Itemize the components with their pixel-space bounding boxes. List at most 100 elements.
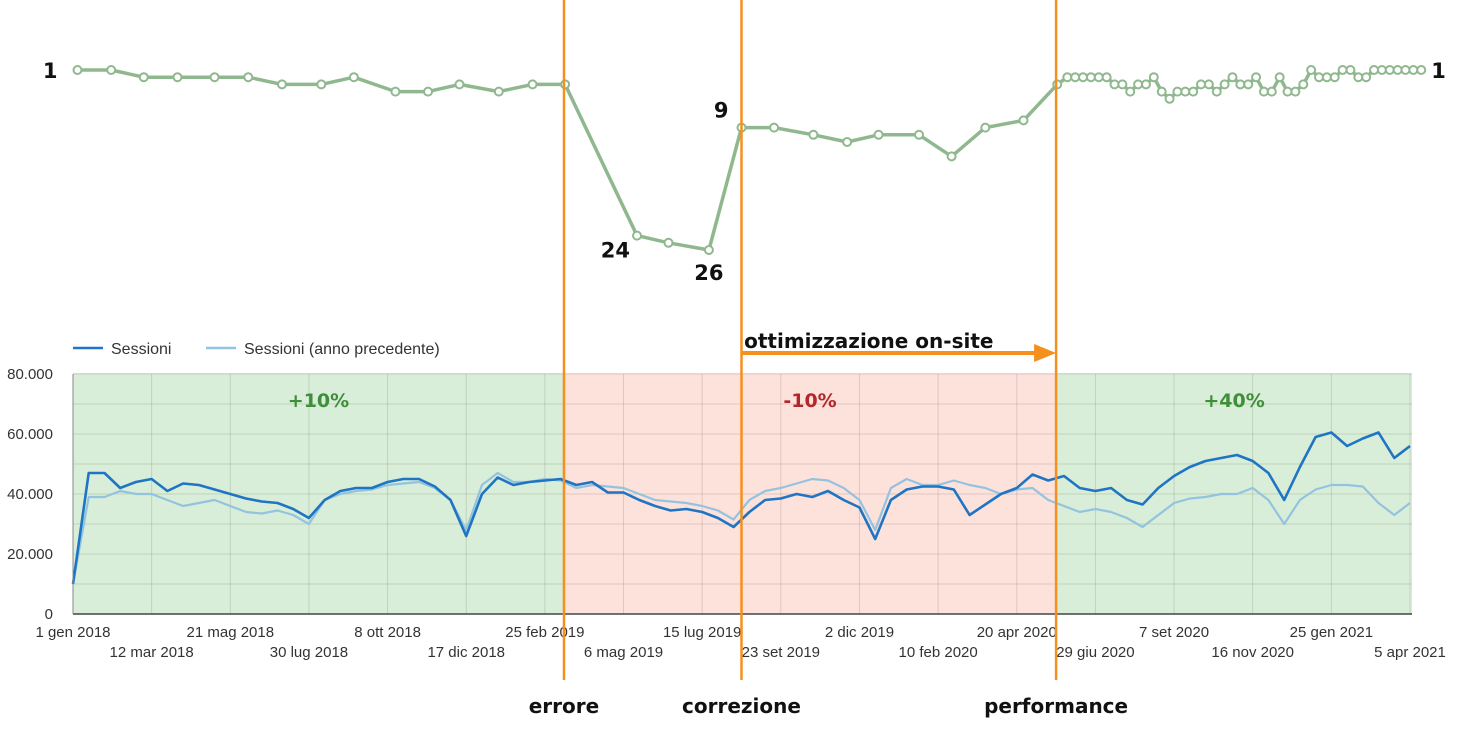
x-tick-label: 1 gen 2018 (35, 624, 110, 641)
ranking-point (663, 237, 674, 248)
ranking-point (1353, 72, 1364, 83)
ranking-point (1337, 65, 1348, 75)
x-tick-label: 12 mar 2018 (110, 644, 194, 661)
ranking-label: 24 (601, 239, 630, 263)
x-tick-label: 8 ott 2018 (354, 624, 421, 641)
ranking-point (1196, 79, 1207, 90)
x-tick-label: 15 lug 2019 (663, 624, 741, 641)
period-change-labels: +10% -10% +40% (288, 390, 1265, 412)
ranking-point (1266, 86, 1277, 97)
ranking-point (1203, 79, 1214, 90)
ranking-point (138, 72, 149, 83)
annotations: errore correzione performance ottimizzazion… (529, 0, 1128, 718)
ranking-point (243, 72, 254, 83)
ranking-point (527, 79, 538, 90)
x-tick-label: 2 dic 2019 (825, 624, 894, 641)
ranking-point (493, 86, 504, 97)
ranking-point (980, 122, 991, 133)
ranking-point (1306, 65, 1317, 75)
ranking-point (1408, 65, 1419, 75)
ranking-point (842, 137, 853, 147)
ranking-point (1093, 72, 1104, 83)
arrow-head-icon (1034, 344, 1057, 362)
ranking-point (1282, 86, 1293, 97)
x-tick-label: 16 nov 2020 (1211, 644, 1294, 661)
ranking-label: 1 (1431, 59, 1446, 83)
ranking-point (1140, 79, 1151, 90)
ranking-point (72, 65, 83, 75)
ranking-point (1258, 86, 1269, 97)
ranking-point (1133, 79, 1144, 90)
period-regions (73, 373, 1412, 614)
event-label: correzione (682, 694, 801, 718)
ranking-point (454, 79, 465, 90)
ranking-point (1274, 72, 1285, 83)
x-tick-label: 25 feb 2019 (505, 624, 584, 641)
x-tick-label: 20 apr 2020 (977, 624, 1057, 641)
ranking-point (1384, 65, 1395, 75)
ranking-point (1369, 65, 1380, 75)
ranking-point (1062, 72, 1073, 83)
legend-label: Sessioni (111, 341, 171, 358)
ranking-point (1109, 79, 1120, 90)
ranking-point (769, 122, 780, 133)
legend: Sessioni Sessioni (anno precedente) (73, 341, 440, 358)
ranking-point (1117, 79, 1128, 90)
ranking-point (1298, 79, 1309, 90)
ranking-label: 1 (43, 59, 58, 83)
ranking-point (1392, 65, 1403, 75)
ranking-label: 26 (694, 261, 723, 285)
ranking-point (703, 245, 714, 255)
ranking-point (873, 129, 884, 140)
ranking-point (106, 65, 117, 75)
ranking-point (172, 72, 183, 83)
ranking-point (946, 151, 957, 162)
ranking-point (1235, 79, 1246, 90)
y-tick-label: 80.000 (7, 366, 53, 383)
ranking-point (1180, 86, 1191, 97)
ranking-point (1416, 65, 1427, 75)
ranking-point (1125, 86, 1136, 97)
ranking-point (1321, 72, 1332, 83)
x-tick-label: 7 set 2020 (1139, 624, 1209, 641)
y-tick-label: 0 (45, 606, 53, 623)
x-tick-label: 21 mag 2018 (187, 624, 275, 641)
ranking-point (1345, 65, 1356, 75)
y-tick-label: 40.000 (7, 486, 53, 503)
ranking-point (1164, 93, 1175, 104)
ranking-point (209, 72, 220, 83)
ranking-point (914, 129, 925, 140)
y-tick-label: 20.000 (7, 546, 53, 563)
ranking-polyline (77, 68, 1422, 252)
ranking-point (1070, 72, 1081, 83)
ranking-point (1018, 115, 1029, 126)
ranking-point (1376, 65, 1387, 75)
ranking-point (632, 230, 643, 241)
ranking-point (1101, 72, 1112, 83)
region-change-label: +40% (1203, 390, 1264, 412)
ranking-label: 9 (714, 99, 729, 123)
x-tick-label: 25 gen 2021 (1290, 624, 1373, 641)
ranking-point (1148, 72, 1159, 83)
ranking-point (1313, 72, 1324, 83)
ranking-point (1172, 86, 1183, 97)
event-label: performance (984, 694, 1128, 718)
ranking-point (1211, 86, 1222, 97)
ranking-point (1078, 72, 1089, 83)
ranking-point (390, 86, 401, 97)
ranking-line: 1 24 26 9 1 (43, 59, 1446, 285)
region-1 (563, 373, 1057, 614)
y-tick-label: 60.000 (7, 426, 53, 443)
region-change-label: -10% (783, 390, 836, 412)
x-tick-label: 5 apr 2021 (1374, 644, 1446, 661)
x-tick-label: 17 dic 2018 (427, 644, 505, 661)
ranking-point (348, 72, 359, 83)
ranking-point (276, 79, 287, 90)
ranking-point (1243, 79, 1254, 90)
x-tick-label: 23 set 2019 (742, 644, 820, 661)
ranking-point (316, 79, 327, 90)
legend-label: Sessioni (anno precedente) (244, 341, 440, 358)
region-change-label: +10% (288, 390, 349, 412)
